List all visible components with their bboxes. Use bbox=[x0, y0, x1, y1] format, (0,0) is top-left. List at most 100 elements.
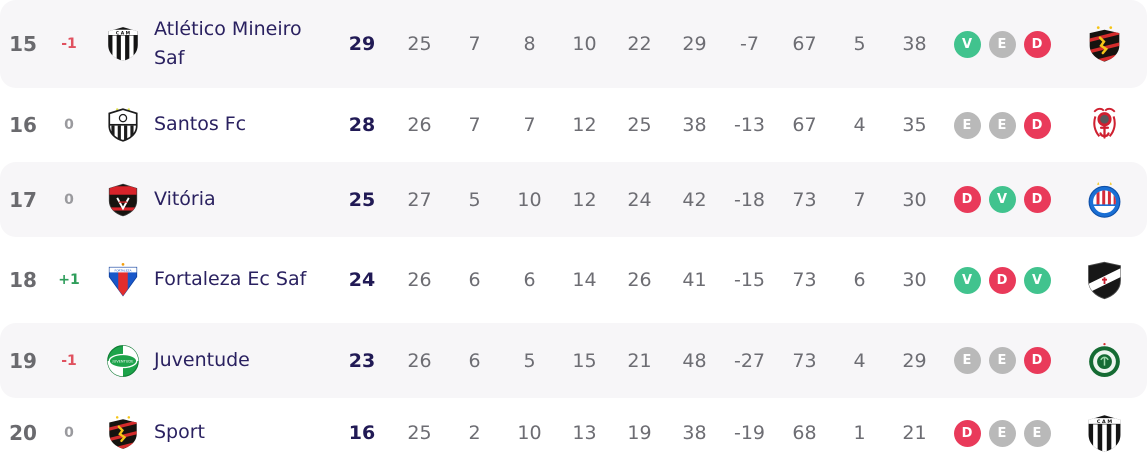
team-crest-icon bbox=[92, 261, 154, 299]
team-crest-icon bbox=[92, 414, 154, 452]
form-badge: D bbox=[1023, 30, 1051, 58]
form-badge: E bbox=[988, 347, 1016, 374]
stat-goal-diff: -19 bbox=[733, 422, 766, 444]
stat-col-8: 73 bbox=[792, 269, 817, 291]
team-crest-icon bbox=[92, 106, 154, 144]
position-cell: 20 bbox=[9, 421, 37, 445]
form-badge: E bbox=[953, 111, 981, 139]
position-change-indicator: -1 bbox=[61, 36, 77, 52]
stat-col-9: 4 bbox=[853, 349, 866, 372]
stat-goals-for: 26 bbox=[627, 269, 652, 291]
position-change-indicator: -1 bbox=[61, 352, 77, 369]
stat-draws: 7 bbox=[523, 114, 536, 136]
stat-col-10: 35 bbox=[902, 114, 927, 136]
stat-goals-for: 24 bbox=[627, 188, 652, 211]
next-opponent-crest-icon bbox=[1062, 413, 1147, 454]
stat-goals-for: 19 bbox=[627, 422, 652, 444]
team-name-link[interactable]: Santos Fc bbox=[154, 113, 247, 136]
table-row[interactable]: 20 0 Sport 16 25 2 10 13 19 38 -19 68 1 … bbox=[0, 398, 1147, 468]
table-row[interactable]: 16 0 Santos Fc 28 26 7 7 12 25 38 -13 67… bbox=[0, 88, 1147, 162]
stat-col-10: 29 bbox=[902, 349, 927, 372]
points-cell: 28 bbox=[348, 114, 376, 136]
stat-goal-diff: -15 bbox=[733, 269, 766, 291]
form-badge: E bbox=[1023, 419, 1051, 447]
stat-losses: 12 bbox=[572, 114, 597, 136]
points-cell: 29 bbox=[348, 33, 376, 55]
stat-played: 26 bbox=[407, 349, 432, 372]
stat-played: 26 bbox=[407, 114, 432, 136]
form-badge: D bbox=[1023, 111, 1051, 139]
stat-col-10: 30 bbox=[902, 188, 927, 211]
table-row[interactable]: 15 -1 Atlético Mineiro Saf 29 25 7 8 10 … bbox=[0, 0, 1147, 88]
stat-draws: 5 bbox=[523, 349, 536, 372]
form-badge: D bbox=[953, 419, 981, 447]
form-badge: E bbox=[988, 419, 1016, 447]
form-badge: D bbox=[1023, 347, 1051, 374]
form-badge: E bbox=[953, 347, 981, 374]
recent-form-cell: V D V bbox=[942, 266, 1062, 294]
stat-wins: 2 bbox=[468, 422, 481, 444]
stat-wins: 6 bbox=[468, 269, 481, 291]
table-row[interactable]: 17 0 Vitória 25 27 5 10 12 24 42 -18 73 … bbox=[0, 162, 1147, 237]
stat-played: 26 bbox=[407, 269, 432, 291]
stat-draws: 10 bbox=[517, 188, 542, 211]
stat-goals-against: 38 bbox=[682, 422, 707, 444]
team-name-link[interactable]: Juventude bbox=[154, 348, 250, 371]
stat-goal-diff: -27 bbox=[733, 349, 766, 372]
position-change-indicator: 0 bbox=[64, 425, 74, 441]
form-badge: D bbox=[1023, 186, 1051, 213]
recent-form-cell: D V D bbox=[942, 186, 1062, 213]
form-badge: E bbox=[988, 111, 1016, 139]
team-name-link[interactable]: Sport bbox=[154, 421, 206, 444]
stat-wins: 5 bbox=[468, 188, 481, 211]
team-crest-icon bbox=[92, 342, 154, 380]
stat-draws: 8 bbox=[523, 33, 536, 55]
points-cell: 23 bbox=[348, 349, 376, 372]
team-crest-icon bbox=[92, 25, 154, 63]
stat-wins: 6 bbox=[468, 349, 481, 372]
stat-goals-for: 25 bbox=[627, 114, 652, 136]
position-change-indicator: +1 bbox=[58, 272, 80, 288]
stat-goal-diff: -7 bbox=[740, 33, 759, 55]
stat-goals-against: 29 bbox=[682, 33, 707, 55]
team-crest-icon bbox=[92, 181, 154, 219]
stat-draws: 6 bbox=[523, 269, 536, 291]
stat-col-9: 5 bbox=[853, 33, 866, 55]
stat-losses: 10 bbox=[572, 33, 597, 55]
recent-form-cell: D E E bbox=[942, 419, 1062, 447]
next-opponent-crest-icon bbox=[1062, 260, 1147, 301]
stat-col-10: 30 bbox=[902, 269, 927, 291]
stat-played: 27 bbox=[407, 188, 432, 211]
points-cell: 24 bbox=[348, 269, 376, 291]
stat-goals-against: 38 bbox=[682, 114, 707, 136]
team-name-link[interactable]: Atlético Mineiro Saf bbox=[154, 17, 302, 69]
position-cell: 15 bbox=[9, 32, 37, 56]
stat-col-9: 7 bbox=[853, 188, 866, 211]
stat-losses: 13 bbox=[572, 422, 597, 444]
next-opponent-crest-icon bbox=[1062, 105, 1147, 146]
position-change-indicator: 0 bbox=[64, 191, 74, 208]
team-name-link[interactable]: Vitória bbox=[154, 187, 216, 210]
stat-goal-diff: -13 bbox=[733, 114, 766, 136]
stat-goals-for: 21 bbox=[627, 349, 652, 372]
stat-goal-diff: -18 bbox=[733, 188, 766, 211]
team-name-link[interactable]: Fortaleza Ec Saf bbox=[154, 268, 307, 291]
form-badge: E bbox=[988, 30, 1016, 58]
form-badge: V bbox=[953, 30, 981, 58]
next-opponent-crest-icon bbox=[1062, 24, 1147, 65]
stat-col-8: 68 bbox=[792, 422, 817, 444]
stat-col-10: 21 bbox=[902, 422, 927, 444]
stat-goals-for: 22 bbox=[627, 33, 652, 55]
position-cell: 17 bbox=[9, 187, 37, 212]
position-cell: 16 bbox=[9, 113, 37, 137]
stat-col-9: 4 bbox=[853, 114, 866, 136]
form-badge: V bbox=[953, 266, 981, 294]
table-row[interactable]: 19 -1 Juventude 23 26 6 5 15 21 48 -27 7… bbox=[0, 323, 1147, 398]
table-row[interactable]: 18 +1 Fortaleza Ec Saf 24 26 6 6 14 26 4… bbox=[0, 237, 1147, 323]
stat-col-9: 1 bbox=[853, 422, 866, 444]
recent-form-cell: E E D bbox=[942, 347, 1062, 374]
stat-losses: 15 bbox=[572, 349, 597, 372]
stat-col-8: 73 bbox=[792, 188, 817, 211]
stat-goals-against: 41 bbox=[682, 269, 707, 291]
